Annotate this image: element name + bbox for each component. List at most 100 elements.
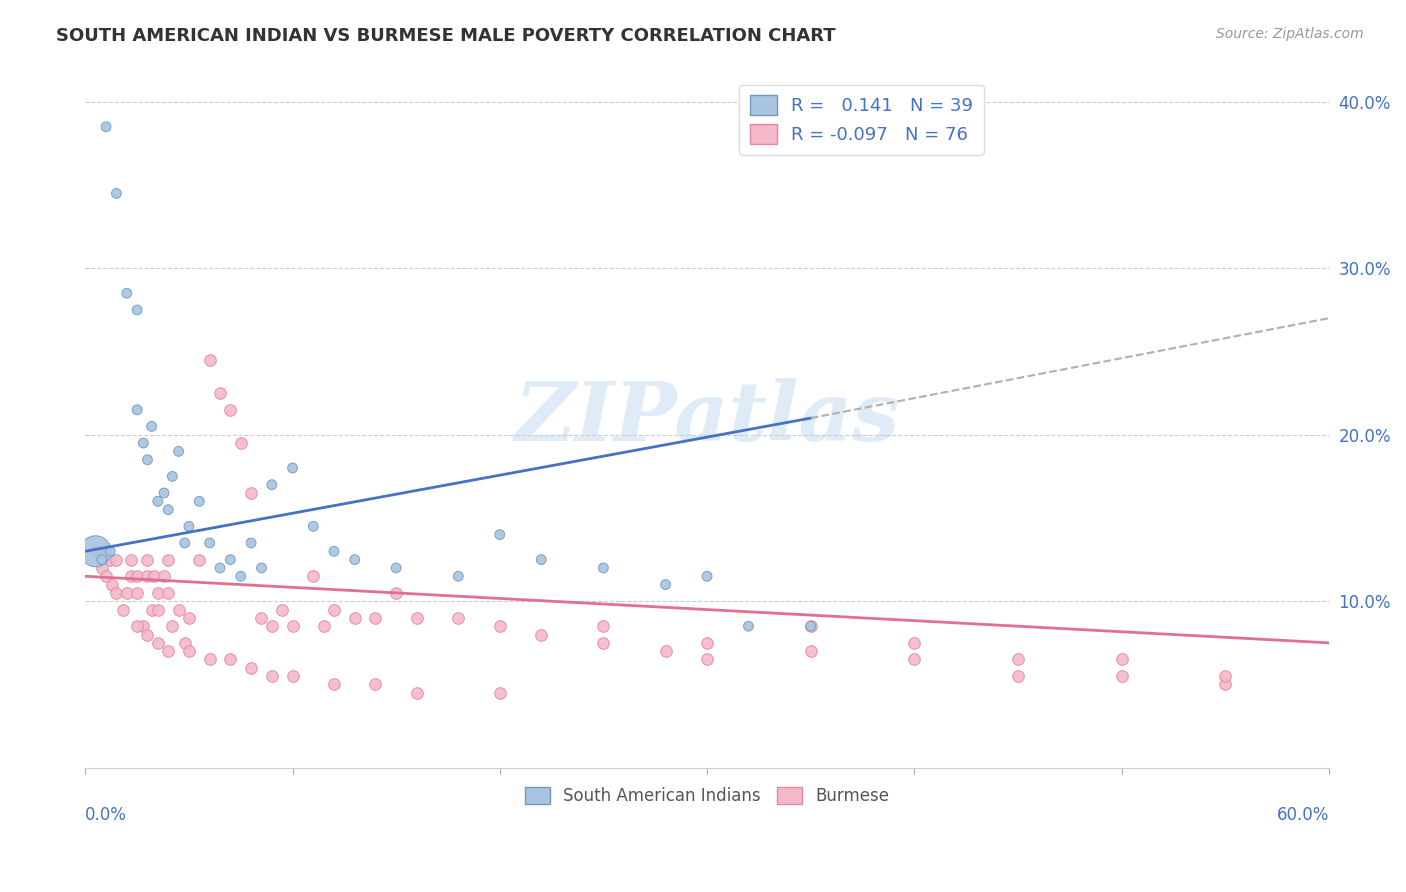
Point [219,652,242,666]
Point [167,444,190,458]
Point [94,120,117,134]
Point [1111,669,1133,683]
Point [654,644,676,658]
Point [173,636,195,650]
Text: 60.0%: 60.0% [1277,806,1329,824]
Point [219,552,242,566]
Point [120,569,142,583]
Point [364,677,387,691]
Point [136,552,159,566]
Point [323,544,346,558]
Point [240,661,263,675]
Point [90,552,112,566]
Point [141,602,163,616]
Point [229,436,252,450]
Point [903,652,925,666]
Point [136,569,159,583]
Point [406,686,429,700]
Text: ZIPatlas: ZIPatlas [515,378,900,458]
Point [260,477,283,491]
Point [343,611,366,625]
Text: 0.0%: 0.0% [86,806,127,824]
Point [271,602,294,616]
Point [592,561,614,575]
Point [153,569,176,583]
Point [105,552,128,566]
Point [146,602,169,616]
Point [302,569,325,583]
Point [1213,677,1236,691]
Text: Source: ZipAtlas.com: Source: ZipAtlas.com [1216,27,1364,41]
Point [592,619,614,633]
Point [240,536,263,550]
Point [1111,652,1133,666]
Point [530,627,553,641]
Point [250,561,273,575]
Point [696,636,718,650]
Point [592,636,614,650]
Point [105,186,128,201]
Point [105,586,128,600]
Point [132,436,155,450]
Point [208,386,231,401]
Point [98,552,121,566]
Point [281,619,304,633]
Point [84,544,107,558]
Point [1007,652,1029,666]
Point [385,561,408,575]
Point [136,627,159,641]
Point [737,619,759,633]
Point [98,544,121,558]
Point [146,636,169,650]
Point [101,577,124,591]
Point [447,611,470,625]
Point [111,602,134,616]
Point [167,602,190,616]
Point [188,552,211,566]
Point [260,669,283,683]
Point [177,611,200,625]
Point [173,536,195,550]
Text: SOUTH AMERICAN INDIAN VS BURMESE MALE POVERTY CORRELATION CHART: SOUTH AMERICAN INDIAN VS BURMESE MALE PO… [56,27,835,45]
Point [198,536,221,550]
Point [654,577,676,591]
Point [90,561,112,575]
Point [1007,669,1029,683]
Point [323,677,346,691]
Point [312,619,335,633]
Point [1213,669,1236,683]
Point [323,602,346,616]
Point [115,286,138,301]
Point [177,644,200,658]
Point [127,302,149,317]
Point [281,669,304,683]
Point [208,561,231,575]
Point [800,644,823,658]
Point [364,611,387,625]
Point [530,552,553,566]
Point [177,519,200,533]
Point [250,611,273,625]
Point [127,586,149,600]
Point [385,586,408,600]
Point [488,686,510,700]
Point [281,461,304,475]
Point [157,586,180,600]
Point [157,552,180,566]
Point [406,611,429,625]
Point [94,569,117,583]
Point [115,586,138,600]
Point [162,619,184,633]
Point [229,569,252,583]
Point [157,502,180,516]
Point [903,636,925,650]
Point [146,586,169,600]
Point [146,494,169,508]
Point [488,619,510,633]
Point [219,402,242,417]
Point [488,527,510,541]
Point [141,419,163,434]
Point [696,569,718,583]
Point [240,486,263,500]
Point [260,619,283,633]
